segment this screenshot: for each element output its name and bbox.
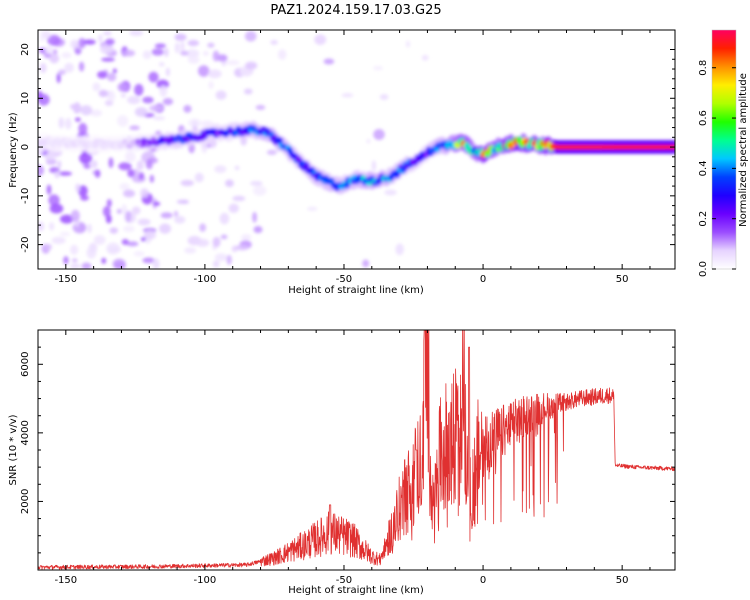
snr-x-label: Height of straight line (km)	[288, 585, 424, 596]
x-tick-label: 0	[480, 575, 486, 586]
y-tick-label: 4000	[20, 420, 31, 445]
y-tick-label: 2000	[20, 489, 31, 514]
y-tick-label: -20	[20, 236, 31, 252]
x-tick-label: -100	[194, 575, 217, 586]
spectrogram-frame	[37, 29, 676, 270]
y-tick-label: 0	[20, 144, 31, 150]
colorbar-tick-label: 0.6	[698, 110, 709, 126]
spectrogram-y-label: Frequency (Hz)	[8, 112, 19, 188]
colorbar-label: Normalized spectral amplitude	[738, 73, 749, 227]
x-tick-label: -50	[336, 575, 352, 586]
x-tick-label: -150	[54, 274, 77, 285]
x-tick-label: -50	[336, 274, 352, 285]
colorbar-tick-label: 0.4	[698, 160, 709, 176]
colorbar-frame	[711, 29, 737, 270]
snr-y-label: SNR (10 * v/v)	[8, 414, 19, 485]
colorbar: 0.0 0.2 0.4 0.6 0.8 Normalized spectral ampl…	[698, 29, 749, 277]
x-tick-label: 50	[616, 274, 629, 285]
spectrogram-x-label: Height of straight line (km)	[288, 285, 424, 296]
colorbar-ticks: 0.0 0.2 0.4 0.6 0.8	[698, 60, 736, 277]
colorbar-tick-label: 0.2	[698, 211, 709, 227]
snr-panel: -150 -100 -50 0 50 2000 4000 6000 Height of str…	[8, 329, 676, 596]
spectrogram-image	[38, 30, 675, 269]
colorbar-gradient	[712, 30, 736, 269]
x-tick-label: -150	[54, 575, 77, 586]
y-tick-label: 10	[20, 92, 31, 105]
snr-axes: -150 -100 -50 0 50 2000 4000 6000	[20, 330, 675, 586]
figure-title: PAZ1.2024.159.17.03.G25	[270, 3, 441, 18]
snr-series-line	[38, 330, 675, 570]
x-tick-label: 0	[480, 274, 486, 285]
x-tick-label: 50	[616, 575, 629, 586]
x-tick-label: -100	[194, 274, 217, 285]
y-tick-label: 6000	[20, 352, 31, 377]
colorbar-tick-label: 0.8	[698, 60, 709, 76]
y-tick-label: -10	[20, 188, 31, 204]
colorbar-tick-label: 0.0	[698, 261, 709, 277]
y-tick-label: 20	[20, 43, 31, 56]
